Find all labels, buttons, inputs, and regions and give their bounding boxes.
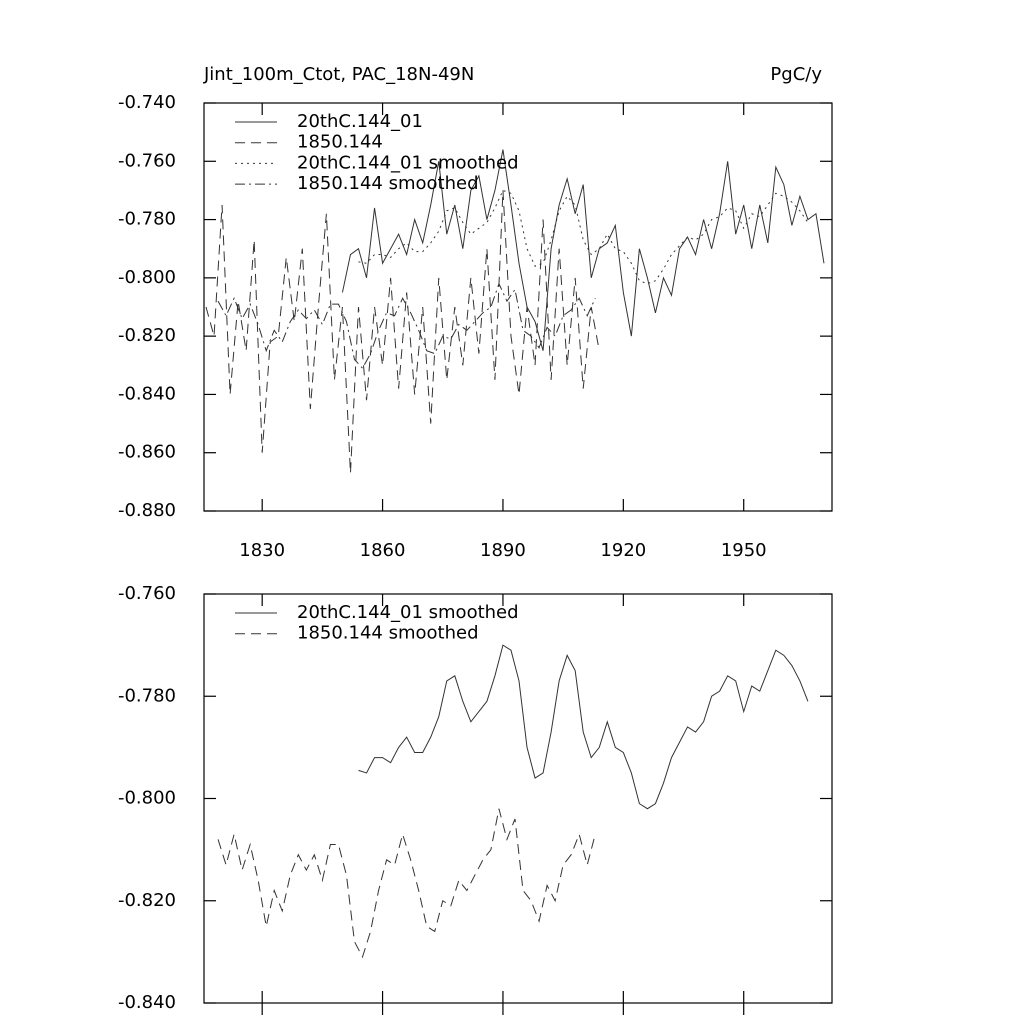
y-tick-label: -0.760 <box>118 150 176 171</box>
y-tick-label: -0.860 <box>118 442 176 463</box>
chart-title: Jint_100m_Ctot, PAC_18N-49N <box>203 64 474 85</box>
data-line <box>217 808 596 959</box>
x-tick-label: 1830 <box>239 540 285 561</box>
x-tick-label: 1950 <box>721 540 767 561</box>
x-tick-label: 1890 <box>480 540 526 561</box>
plot-frame <box>203 593 833 1004</box>
x-tick-label: 1920 <box>600 540 646 561</box>
y-tick-label: -0.760 <box>118 583 176 604</box>
y-tick-label: -0.780 <box>118 685 176 706</box>
plot-frame <box>203 102 833 512</box>
x-tick-label: 1860 <box>360 540 406 561</box>
data-line <box>358 644 809 810</box>
y-tick-label: -0.800 <box>118 267 176 288</box>
units-label: PgC/y <box>770 64 822 85</box>
y-tick-label: -0.820 <box>118 890 176 911</box>
legend-label: 1850.144 smoothed <box>297 173 479 194</box>
legend-label: 20thC.144_01 smoothed <box>297 152 519 173</box>
data-line <box>358 189 809 285</box>
y-tick-label: -0.800 <box>118 788 176 809</box>
y-tick-label: -0.840 <box>118 383 176 404</box>
legend-label: 20thC.144_01 <box>297 111 423 132</box>
y-tick-label: -0.740 <box>118 92 176 113</box>
legend-label: 20thC.144_01 smoothed <box>297 602 519 623</box>
y-tick-label: -0.880 <box>118 500 176 521</box>
y-tick-label: -0.840 <box>118 992 176 1013</box>
legend-label: 1850.144 <box>297 132 383 153</box>
y-tick-label: -0.820 <box>118 325 176 346</box>
data-line <box>205 190 600 474</box>
legend-label: 1850.144 smoothed <box>297 623 479 644</box>
y-tick-label: -0.780 <box>118 209 176 230</box>
data-line <box>341 149 825 351</box>
